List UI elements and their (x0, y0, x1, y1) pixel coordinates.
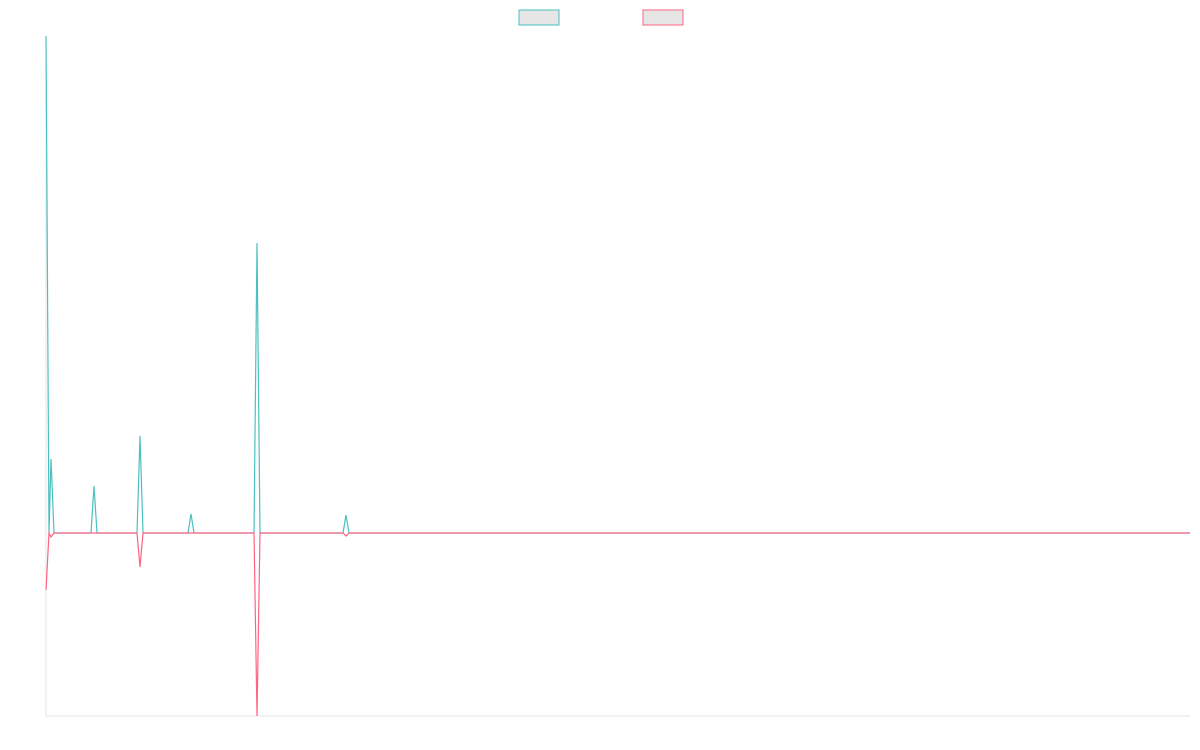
legend-swatch[interactable] (518, 9, 560, 26)
series-line (45, 35, 1190, 534)
legend-swatch[interactable] (642, 9, 684, 26)
series-line (45, 530, 1190, 717)
